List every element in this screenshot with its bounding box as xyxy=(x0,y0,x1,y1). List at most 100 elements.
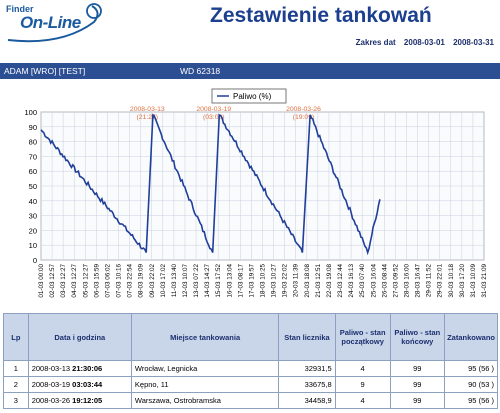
x-tick-label: 25-03 16:04 xyxy=(370,264,377,298)
logo-text-top: Finder xyxy=(6,4,34,14)
cell-odometer: 33675,8 xyxy=(278,376,336,393)
finder-online-logo: Finder On-Line xyxy=(2,2,106,44)
cell-filled: 95 (56 ) xyxy=(444,360,498,377)
fuel-chart-svg: Paliwo (%) 0 10 20 30 40 50 60 70 80 90 100 01-03 … xyxy=(0,84,500,300)
col-fuel-start: Paliwo - stan początkowy xyxy=(334,313,391,361)
cell-lp: 1 xyxy=(3,360,29,377)
x-tick-label: 28-03 16:47 xyxy=(415,264,422,298)
annotation-time: (19:09) xyxy=(293,114,315,121)
logo-swoosh-icon xyxy=(7,3,102,43)
x-tick-label: 07-03 10:16 xyxy=(116,264,123,298)
x-tick-label: 27-03 09:52 xyxy=(392,264,399,298)
x-tick-label: 29-03 11:52 xyxy=(426,264,433,298)
x-tick-label: 16-03 13:04 xyxy=(226,264,233,298)
x-tick-label: 25-03 07:40 xyxy=(359,264,366,298)
annotation-date: 2008-03-19 xyxy=(196,106,231,113)
chart-annotations: 2008-03-13(21:27) 2008-03-19(03:00) 2008-0… xyxy=(130,106,321,121)
col-fuel-end: Paliwo - stan końcowy xyxy=(389,313,446,361)
table-row: 2 2008-03-19 03:03:44 Kępno, 11 33675,8 … xyxy=(3,376,498,393)
y-tick-label: 90 xyxy=(29,123,37,132)
vehicle-header-bar: ADAM [WRO] [TEST] WD 62318 xyxy=(0,63,500,79)
x-tick-label: 31-03 10:09 xyxy=(470,264,477,298)
x-tick-label: 26-03 08:44 xyxy=(381,264,388,298)
col-odometer: Stan licznika xyxy=(278,313,336,361)
date-range-from: 2008-03-01 xyxy=(403,38,445,47)
x-tick-label: 09-03 22:02 xyxy=(149,264,156,298)
cell-fuel-start: 4 xyxy=(334,392,391,409)
y-tick-label: 60 xyxy=(29,167,37,176)
x-tick-label: 10-03 17:02 xyxy=(160,264,167,298)
table-row: 3 2008-03-26 19:12:05 Warszawa, Ostrobra… xyxy=(3,392,498,409)
cell-datetime: 2008-03-13 21:30:06 xyxy=(27,360,132,377)
fuel-chart: Paliwo (%) 0 10 20 30 40 50 60 70 80 90 100 01-03 … xyxy=(0,84,500,300)
cell-date: 2008-03-19 xyxy=(31,380,71,389)
cell-datetime: 2008-03-19 03:03:44 xyxy=(27,376,132,393)
x-tick-label: 04-03 12:27 xyxy=(71,264,78,298)
x-tick-label: 01-03 00:00 xyxy=(38,264,45,298)
col-place: Miejsce tankowania xyxy=(130,313,280,361)
col-filled: Zatankowano xyxy=(444,313,498,361)
annotation-date: 2008-03-26 xyxy=(286,106,321,113)
cell-place: Warszawa, Ostrobramska xyxy=(130,392,280,409)
x-tick-label: 21-03 12:51 xyxy=(315,264,322,298)
table-header-row: Lp Data i godzina Miejsce tankowania Sta… xyxy=(3,313,498,361)
x-tick-label: 30-03 10:18 xyxy=(448,264,455,298)
x-tick-label: 11-03 13:40 xyxy=(171,264,178,298)
y-tick-label: 0 xyxy=(33,256,37,265)
legend-label: Paliwo (%) xyxy=(233,92,272,101)
x-tick-label: 15-03 17:52 xyxy=(215,264,222,298)
x-tick-label: 19-03 10:27 xyxy=(271,264,278,298)
cell-place: Kępno, 11 xyxy=(130,376,280,393)
annotation-time: (03:00) xyxy=(203,114,225,121)
x-tick-label: 22-03 19:08 xyxy=(326,264,333,298)
annotation-time: (21:27) xyxy=(137,114,159,121)
x-tick-label: 30-03 17:20 xyxy=(459,264,466,298)
table-row: 1 2008-03-13 21:30:06 Wrocław, Legnicka … xyxy=(3,360,498,377)
x-tick-label: 17-03 19:57 xyxy=(248,264,255,298)
fuel-series-line xyxy=(40,113,381,256)
chart-grid xyxy=(40,111,485,261)
chart-legend: Paliwo (%) xyxy=(211,88,287,104)
y-tick-label: 20 xyxy=(29,226,37,235)
page-title: Zestawienie tankowań xyxy=(210,4,432,27)
x-tick-label: 29-03 22:01 xyxy=(437,264,444,298)
x-axis: 01-03 00:00 02-03 12:57 03-03 12:27 04-03 1… xyxy=(38,264,488,298)
cell-filled: 90 (53 ) xyxy=(444,376,498,393)
x-tick-label: 17-03 08:17 xyxy=(237,264,244,298)
x-tick-label: 07-03 06:02 xyxy=(104,264,111,298)
y-tick-label: 30 xyxy=(29,212,37,221)
cell-date: 2008-03-26 xyxy=(31,396,71,405)
x-tick-label: 18-03 10:25 xyxy=(260,264,267,298)
x-tick-label: 20-03 18:08 xyxy=(304,264,311,298)
cell-filled: 95 (56 ) xyxy=(444,392,498,409)
x-tick-label: 31-03 21:09 xyxy=(481,264,488,298)
cell-fuel-start: 4 xyxy=(334,360,391,377)
y-tick-label: 50 xyxy=(29,182,37,191)
x-tick-label: 12-03 10:07 xyxy=(182,264,189,298)
refuel-table: Lp Data i godzina Miejsce tankowania Sta… xyxy=(3,313,498,409)
annotation-date: 2008-03-13 xyxy=(130,106,165,113)
cell-time: 19:12:05 xyxy=(72,396,103,405)
y-tick-label: 100 xyxy=(24,108,37,117)
cell-fuel-end: 99 xyxy=(389,376,446,393)
x-tick-label: 24-03 16:13 xyxy=(348,264,355,298)
cell-time: 21:30:06 xyxy=(72,364,103,373)
y-tick-label: 70 xyxy=(29,152,37,161)
logo-text-main: On-Line xyxy=(20,13,81,32)
y-tick-label: 10 xyxy=(29,241,37,250)
x-tick-label: 23-03 12:44 xyxy=(337,264,344,298)
x-tick-label: 03-03 12:27 xyxy=(60,264,67,298)
cell-odometer: 32931,5 xyxy=(278,360,336,377)
x-tick-label: 05-03 12:27 xyxy=(82,264,89,298)
x-tick-label: 07-03 22:54 xyxy=(127,264,134,298)
x-tick-label: 08-03 19:09 xyxy=(138,264,145,298)
x-tick-label: 20-03 11:39 xyxy=(293,264,300,298)
cell-lp: 3 xyxy=(3,392,29,409)
cell-odometer: 34458,9 xyxy=(278,392,336,409)
cell-lp: 2 xyxy=(3,376,29,393)
cell-time: 03:03:44 xyxy=(72,380,103,389)
date-range-label: Zakres dat xyxy=(355,38,396,47)
y-tick-label: 80 xyxy=(29,138,37,147)
cell-fuel-end: 99 xyxy=(389,392,446,409)
y-axis: 0 10 20 30 40 50 60 70 80 90 100 xyxy=(24,108,37,265)
